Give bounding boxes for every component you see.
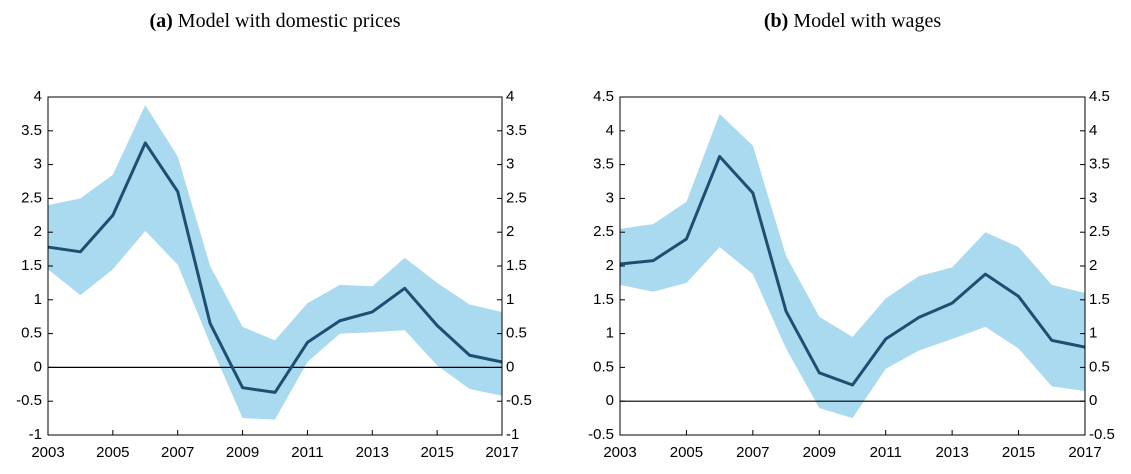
y-tick-label-right: 2 [506,223,514,240]
y-tick-label: 2.5 [21,189,42,206]
y-tick-label-right: 0 [1089,392,1097,409]
y-tick-label: 0.5 [21,325,42,342]
y-tick-label-right: 4 [1089,122,1097,139]
x-tick-label: 2015 [1002,444,1035,461]
x-tick-label: 2005 [96,444,129,461]
y-tick-label-right: 0.5 [506,325,527,342]
panel-title: (b) Model with wages [764,10,941,32]
y-tick-label: 2 [606,257,614,274]
y-tick-label: 1 [606,325,614,342]
x-tick-label: 2011 [291,444,323,461]
x-tick-label: 2017 [485,444,518,461]
y-tick-label-right: 1 [1089,325,1097,342]
x-tick-label: 2003 [603,444,636,461]
y-tick-label: 4 [606,122,614,139]
y-tick-label-right: 2 [1089,257,1097,274]
x-tick-label: 2009 [226,444,259,461]
series-line [619,154,1086,387]
x-tick-label: 2013 [356,444,389,461]
x-tick-label: 2009 [803,444,836,461]
y-tick-label: -1 [29,426,42,443]
x-tick-label: 2015 [420,444,453,461]
y-tick-label: 4.5 [593,88,614,105]
y-tick-label-right: 4 [506,88,514,105]
y-tick-label-right: 2.5 [1089,223,1110,240]
y-tick-label: 2 [34,223,42,240]
y-tick-label-right: 2.5 [506,189,527,206]
y-tick-label-right: 3.5 [506,122,527,139]
y-tick-label-right: 1.5 [1089,291,1110,308]
y-tick-label-right: -1 [506,426,519,443]
y-tick-label: 0 [606,392,614,409]
x-tick-label: 2017 [1068,444,1101,461]
panel-label: (b) [764,10,788,32]
y-tick-label-right: 0.5 [1089,358,1110,375]
y-tick-label: 2.5 [593,223,614,240]
y-tick-label: -0.5 [16,392,42,409]
y-tick-label: -0.5 [588,426,614,443]
y-tick-label-right: 0 [506,358,514,375]
x-tick-label: 2005 [670,444,703,461]
y-tick-label: 1.5 [21,257,42,274]
x-tick-label: 2007 [736,444,769,461]
y-tick-label: 3.5 [593,156,614,173]
y-tick-label: 0 [34,358,42,375]
panel-title: (a) Model with domestic prices [149,10,400,32]
y-tick-label-right: 3 [506,156,514,173]
y-tick-label-right: 1 [506,291,514,308]
panel-title-text: Model with wages [793,10,941,32]
y-tick-label-right: -0.5 [1089,426,1115,443]
y-tick-label: 1 [34,291,42,308]
confidence-band [48,105,502,420]
y-tick-label: 0.5 [593,358,614,375]
y-tick-label: 1.5 [593,291,614,308]
y-tick-label: 3.5 [21,122,42,139]
y-tick-label-right: 3.5 [1089,156,1110,173]
y-tick-label: 3 [34,156,42,173]
x-tick-label: 2003 [31,444,64,461]
x-tick-label: 2013 [935,444,968,461]
y-tick-label-right: 4.5 [1089,88,1110,105]
confidence-band [620,113,1085,419]
y-tick-label-right: 1.5 [506,257,527,274]
x-tick-label: 2007 [161,444,194,461]
series-line [47,141,503,394]
panel-title-text: Model with domestic prices [178,10,401,32]
y-tick-label: 4 [34,88,42,105]
panel-label: (a) [149,10,172,32]
y-tick-label-right: -0.5 [506,392,532,409]
x-tick-label: 2011 [870,444,902,461]
y-tick-label-right: 3 [1089,189,1097,206]
y-tick-label: 3 [606,189,614,206]
